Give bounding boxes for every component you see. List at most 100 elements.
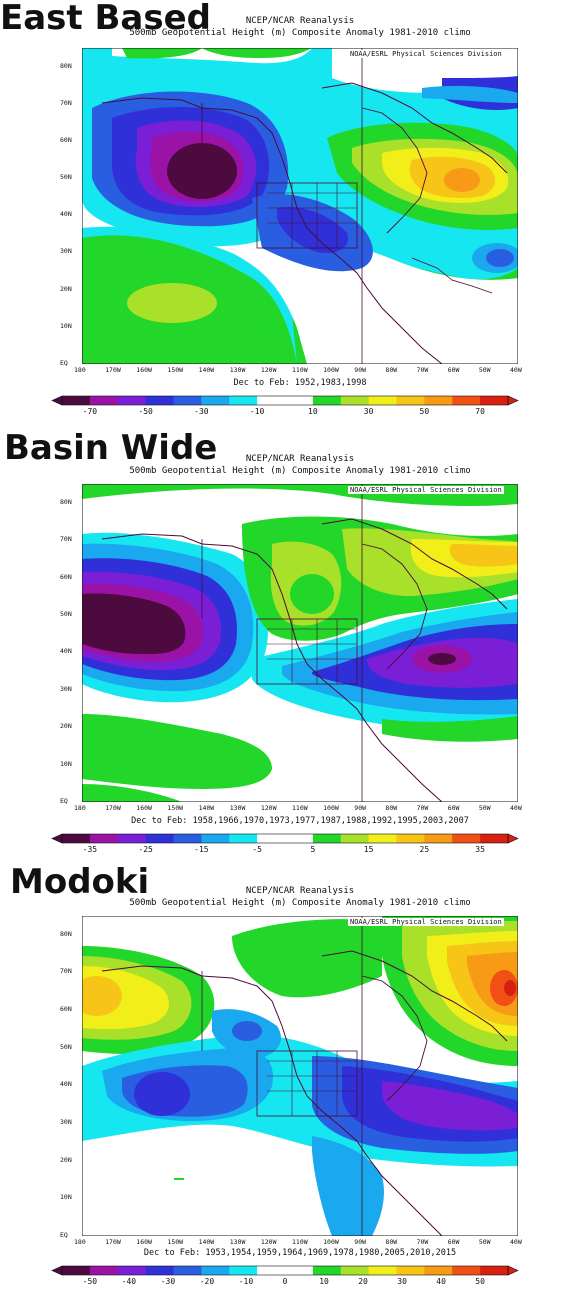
panel-basin-wide: Basin Wide NCEP/NCAR Reanalysis 500mb Ge… [0,420,565,860]
colorbar-min-arrow [51,395,63,406]
lat-label: EQ [60,1231,68,1239]
colorbar-swatch [396,1266,425,1275]
colorbar-min-arrow [51,833,63,844]
lon-label: 80W [385,1238,398,1246]
colorbar-swatch [201,396,230,405]
colorbar-tick-label: 10 [319,1277,329,1286]
lat-label: 50N [60,173,72,182]
colorbar-swatch [368,1266,397,1275]
panel-title: Basin Wide [4,428,218,468]
colorbar-swatch [173,396,202,405]
lon-label: 40W [510,366,522,374]
lon-label: 90W [354,804,367,812]
colorbar-tick-label: 30 [397,1277,407,1286]
lon-label: 130W [229,366,246,374]
colorbar-swatch [89,396,119,405]
lat-label: 30N [60,247,72,256]
colorbar-swatch [340,834,370,843]
header-line-1: NCEP/NCAR Reanalysis [245,16,355,26]
lon-label: 120W [260,804,277,812]
lat-label: 60N [60,135,72,144]
lon-label: 150W [167,366,184,374]
colorbar: -50 -40 -30 -20 -10 0 10 20 30 40 50 [51,1265,519,1286]
lat-label: 50N [60,609,72,618]
colorbar-swatch [452,396,481,405]
colorbar-tick-label: -20 [200,1277,215,1286]
lat-label: EQ [60,797,68,805]
colorbar-swatch [424,1266,453,1275]
lon-label: 180 [74,1238,86,1246]
colorbar-max-arrow [507,395,519,406]
panel-modoki: Modoki NCEP/NCAR Reanalysis 500mb Geopot… [0,860,565,1296]
colorbar-tick-label: -50 [138,407,153,416]
colorbar-swatch [424,396,453,405]
lon-label: 70W [416,366,429,374]
lon-label: 40W [510,804,522,812]
lat-label: 80N [60,61,72,70]
colorbar-swatch [312,396,342,405]
lon-label: 180 [74,366,86,374]
colorbar-swatch [285,834,314,843]
colorbar-tick-label: 10 [308,407,318,416]
colorbar-swatch [340,1266,370,1275]
lon-label: 130W [229,1238,246,1246]
colorbar-tick-label: 20 [358,1277,368,1286]
anomaly-map [82,484,518,802]
lon-label: 110W [292,1238,308,1246]
colorbar-swatch [89,834,119,843]
colorbar-swatch [201,1266,230,1275]
header-line-2: 500mb Geopotential Height (m) Composite … [129,28,471,38]
lat-label: 60N [60,1005,72,1014]
colorbar-tick-label: 30 [364,407,374,416]
colorbar-tick-label: -30 [161,1277,176,1286]
lon-label: 180 [74,804,86,812]
lat-label: 60N [60,572,72,581]
lon-label: 60W [447,804,460,812]
panel-title: Modoki [10,862,150,902]
lon-label: 100W [323,804,339,812]
colorbar-tick-label: -10 [250,407,265,416]
colorbar-border [61,833,509,844]
colorbar-swatch [145,834,174,843]
colorbar-tick-label: 15 [364,845,374,854]
colorbar-swatch [229,834,258,843]
footer-years: Dec to Feb: 1958,1966,1970,1973,1977,198… [131,816,469,826]
panel-title: East Based [0,0,211,38]
lat-label: 30N [60,1118,72,1127]
colorbar-swatch [396,834,425,843]
colorbar-swatch [340,396,370,405]
colorbar-tick-label: 5 [310,845,315,854]
lon-label: 170W [105,366,121,374]
colorbar-border [61,395,509,406]
lon-label: 80W [385,804,398,812]
colorbar-swatch [452,834,481,843]
lat-label: 20N [60,722,72,731]
colorbar-tick-label: -70 [83,407,98,416]
lat-label: 80N [60,929,72,938]
colorbar-swatch [368,834,397,843]
header-line-1: NCEP/NCAR Reanalysis [245,454,355,464]
lon-label: 160W [136,366,152,374]
colorbar-tick-label: 40 [436,1277,446,1286]
lon-label: 100W [323,366,339,374]
footer-years: Dec to Feb: 1953,1954,1959,1964,1969,197… [143,1248,457,1258]
lon-label: 60W [447,1238,460,1246]
lon-label: 120W [260,1238,277,1246]
colorbar-swatch [396,396,425,405]
lon-label: 40W [510,1238,522,1246]
colorbar-swatch [285,1266,314,1275]
colorbar-swatch [480,834,509,843]
colorbar-tick-label: -10 [239,1277,254,1286]
colorbar-tick-label: -15 [194,845,209,854]
lon-label: 70W [416,804,429,812]
lat-label: 80N [60,497,72,506]
lon-label: 170W [105,804,121,812]
lon-label: 70W [416,1238,429,1246]
lat-label: 50N [60,1042,72,1051]
credit-label: NOAA/ESRL Physical Sciences Division [348,486,504,494]
colorbar-tick-label: 25 [420,845,430,854]
colorbar-tick-label: 0 [283,1277,288,1286]
colorbar-swatch [89,1266,119,1275]
lon-label: 150W [167,804,184,812]
colorbar-tick-label: 50 [475,1277,485,1286]
